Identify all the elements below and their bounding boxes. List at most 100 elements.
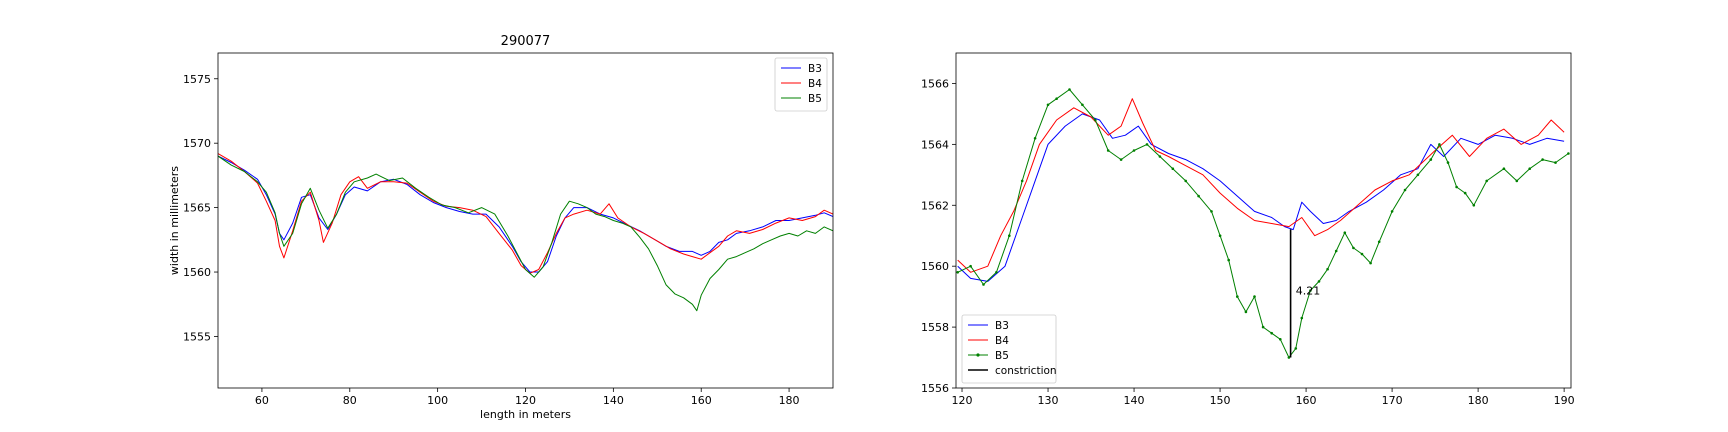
series-point-b5: [1352, 246, 1355, 250]
chart-title: 290077: [501, 34, 551, 49]
series-point-b5: [1261, 325, 1265, 329]
x-axis-label: length in meters: [480, 408, 571, 421]
series-point-b5: [1218, 234, 1222, 237]
series-point-b5: [1515, 179, 1519, 183]
series-point-b5: [1106, 149, 1110, 152]
series-point-b5: [1270, 331, 1273, 335]
legend-label-b4: B4: [808, 78, 822, 90]
series-point-b5: [1068, 88, 1071, 91]
series-point-b5: [1334, 249, 1338, 253]
series-line-b5: [218, 155, 833, 312]
x-tick-label: 130: [1038, 394, 1059, 407]
x-tick-label: 180: [779, 394, 800, 407]
series-point-b5: [1485, 179, 1488, 183]
y-tick-label: 1562: [921, 199, 949, 212]
series-point-b5: [1416, 173, 1420, 177]
series-point-b5: [1377, 240, 1381, 244]
series-point-b5: [1008, 234, 1011, 237]
series-point-b5: [1390, 210, 1394, 213]
series-point-b5: [1244, 310, 1248, 314]
series-point-b5: [1236, 295, 1239, 298]
plot-frame: [955, 52, 1572, 389]
series-point-b5: [1055, 97, 1058, 100]
series-point-b5: [982, 283, 985, 286]
series-point-b5: [1309, 289, 1312, 292]
series-point-b5: [1227, 258, 1230, 262]
series-point-b5: [1446, 161, 1450, 164]
legend-label-b5: B5: [995, 350, 1009, 362]
series-point-b5: [969, 264, 972, 268]
chart-right: 120 130 140 150 160 170 180 190 1556 1558 1560 1562…: [921, 52, 1575, 407]
x-tick-label: 80: [343, 394, 357, 407]
series-point-b5: [1300, 316, 1304, 320]
series-point-b5: [956, 271, 959, 274]
series-point-b5: [1033, 137, 1037, 140]
series-point-b5: [1429, 158, 1433, 161]
legend-box: [961, 314, 1057, 384]
x-tick-label: 180: [1468, 394, 1489, 407]
series-point-b5: [1502, 167, 1506, 170]
series-point-b5: [1145, 143, 1149, 146]
y-tick-label: 1564: [921, 138, 949, 151]
y-tick-label: 1570: [183, 137, 211, 150]
y-tick-label: 1558: [921, 321, 949, 334]
series-point-b5: [1119, 158, 1123, 161]
series-point-b5: [1369, 261, 1372, 265]
series-point-b5: [1184, 179, 1187, 183]
series-point-b5: [1528, 167, 1531, 170]
series-point-b5: [1046, 103, 1050, 107]
series-point-b5: [1455, 185, 1458, 189]
legend: B3 B4 B5 constriction: [961, 314, 1057, 384]
series-point-b5: [1210, 210, 1213, 213]
x-tick-label: 120: [952, 394, 973, 407]
series-point-b5: [1360, 252, 1364, 256]
series-point-b5: [1197, 194, 1200, 198]
series-point-b5: [1279, 338, 1282, 341]
series-point-b5: [1020, 179, 1024, 183]
constriction-annotation: 4.21: [1296, 285, 1321, 298]
series-point-b5: [1438, 143, 1441, 146]
legend-label-constriction: constriction: [995, 365, 1057, 377]
legend: B3 B4 B5: [774, 57, 828, 112]
x-tick-label: 160: [691, 394, 712, 407]
series-point-b5: [1541, 158, 1544, 161]
series-point-b5: [1554, 161, 1557, 164]
series-line-b4: [957, 98, 1565, 273]
plot-area: [218, 153, 833, 312]
series-point-b5: [1326, 267, 1329, 271]
series-point-b5: [1567, 152, 1570, 155]
series-line-b4: [218, 153, 833, 274]
series-point-b5: [1081, 103, 1084, 107]
series-point-b5: [1132, 149, 1136, 152]
legend-label-b4: B4: [995, 335, 1009, 347]
x-tick-label: 150: [1210, 394, 1231, 407]
series-point-b5: [1287, 356, 1291, 359]
y-tick-label: 1575: [183, 73, 211, 86]
y-tick-label: 1555: [183, 330, 211, 343]
y-tick-label: 1556: [921, 382, 949, 395]
series-point-b5: [1403, 188, 1407, 192]
y-tick-label: 1560: [183, 266, 211, 279]
series-point-b5: [1094, 118, 1097, 122]
legend-label-b3: B3: [995, 320, 1009, 332]
series-point-b5: [1171, 167, 1175, 170]
legend-marker-b5: [976, 353, 980, 357]
y-tick-label: 1565: [183, 202, 211, 215]
x-tick-label: 60: [255, 394, 269, 407]
series-point-b5: [1472, 204, 1476, 207]
x-tick-label: 160: [1296, 394, 1317, 407]
x-tick-label: 140: [603, 394, 624, 407]
series-point-b5: [1463, 191, 1467, 195]
x-tick-label: 170: [1382, 394, 1403, 407]
y-tick-label: 1560: [921, 260, 949, 273]
x-tick-label: 100: [427, 394, 448, 407]
series-point-b5: [1158, 155, 1162, 158]
x-tick-label: 140: [1124, 394, 1145, 407]
y-tick-label: 1566: [921, 77, 949, 90]
x-tick-label: 120: [515, 394, 536, 407]
series-point-b5: [1317, 280, 1321, 283]
series-point-b5: [1253, 295, 1256, 298]
series-point-b5: [1343, 231, 1347, 234]
